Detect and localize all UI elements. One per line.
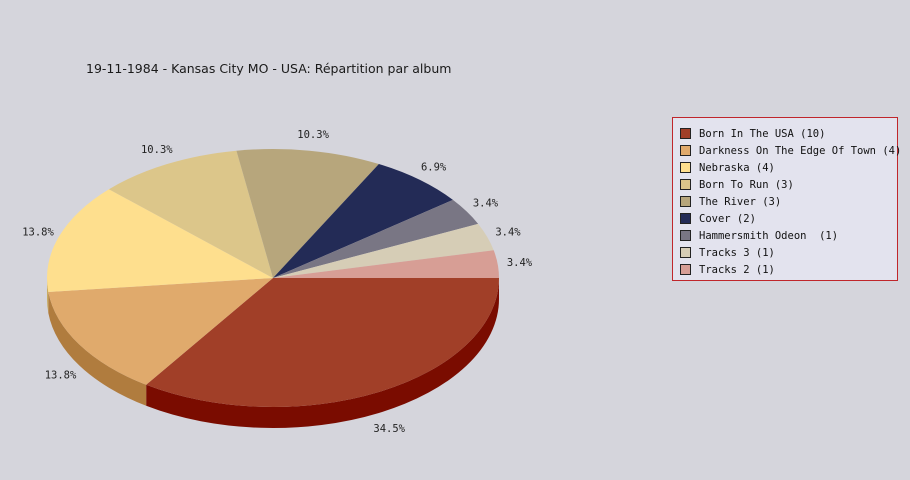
legend-swatch [680,145,691,156]
pie-slice-2-percent-label: 13.8% [45,369,77,381]
pie-slice-4-percent-label: 10.3% [141,144,173,156]
legend-label: Tracks 2 (1) [699,263,775,276]
pie-slice-5-percent-label: 10.3% [297,129,329,141]
legend-item: Born To Run (3) [680,176,897,193]
pie-slice-1-side [146,278,499,429]
pie-slice-3-side [47,278,49,313]
pie-slice-3 [46,189,273,292]
legend-label: Cover (2) [699,212,756,225]
pie-slice-2-side [48,291,147,406]
legend-item: Cover (2) [680,210,897,227]
legend-item: Nebraska (4) [680,159,897,176]
legend-swatch [680,264,691,275]
pie-slice-5 [236,149,379,278]
legend-item: Born In The USA (10) [680,125,897,142]
legend-swatch [680,247,691,258]
legend-swatch [680,196,691,207]
legend-label: Tracks 3 (1) [699,246,775,259]
pie-slice-9-percent-label: 3.4% [507,257,533,269]
legend-label: Nebraska (4) [699,161,775,174]
chart-legend: Born In The USA (10) Darkness On The Edge… [672,117,901,281]
legend-item: Darkness On The Edge Of Town (4) [680,142,901,159]
pie-slice-7 [273,199,479,278]
pie-slice-8 [273,223,494,278]
legend-swatch [680,230,691,241]
legend-swatch [680,179,691,190]
legend-label: Hammersmith Odeon (1) [699,229,839,242]
pie-slice-6 [273,164,453,278]
pie-slice-3-percent-label: 13.8% [22,226,54,238]
pie-slice-1 [146,278,499,407]
legend-item: Hammersmith Odeon (1) [680,227,897,244]
legend-item: Tracks 2 (1) [680,261,897,278]
pie-slice-2 [48,278,273,385]
legend-swatch [680,128,691,139]
pie-slice-1-percent-label: 34.5% [373,423,405,435]
pie-slice-4 [108,150,273,278]
legend-label: Darkness On The Edge Of Town (4) [699,144,902,157]
legend-label: Born To Run (3) [699,178,794,191]
legend-item: Tracks 3 (1) [680,244,897,261]
pie-slice-9 [273,250,499,278]
legend-label: Born In The USA (10) [699,127,826,140]
legend-label: The River (3) [699,195,782,208]
legend-swatch [680,162,691,173]
pie-slice-7-percent-label: 3.4% [473,198,499,210]
pie-slice-6-percent-label: 6.9% [421,162,447,174]
chart-title: 19-11-1984 - Kansas City MO - USA: Répar… [86,61,452,76]
legend-swatch [680,213,691,224]
pie-slice-8-percent-label: 3.4% [495,226,521,238]
legend-item: The River (3) [680,193,897,210]
